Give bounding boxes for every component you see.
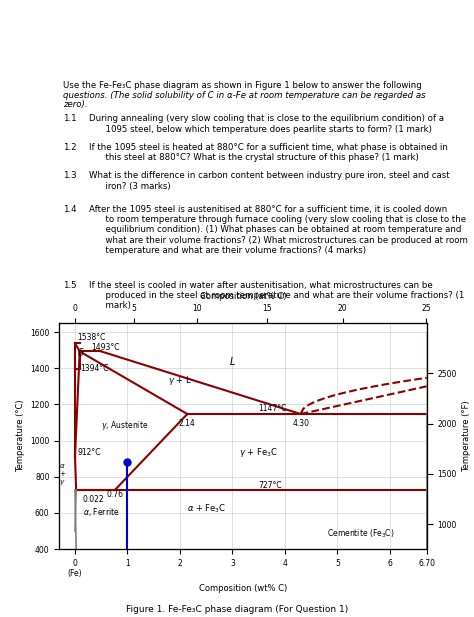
Text: $\alpha$, Ferrite: $\alpha$, Ferrite (83, 506, 119, 518)
Y-axis label: Temperature (°F): Temperature (°F) (462, 400, 471, 472)
Text: 1.4: 1.4 (63, 205, 76, 213)
Text: questions. (​​The solid solubility of C in α-Fe at room temperature can be regar: questions. (​​The solid solubility of C … (63, 91, 426, 100)
Text: After the 1095 steel is austenitised at 880°C for a sufficient time, it is coole: After the 1095 steel is austenitised at … (89, 205, 467, 255)
Text: zero​).: zero​). (63, 100, 88, 109)
Y-axis label: Temperature (°C): Temperature (°C) (16, 400, 25, 473)
Text: $\delta$: $\delta$ (77, 346, 84, 358)
Text: $\alpha$ + Fe$_3$C: $\alpha$ + Fe$_3$C (187, 502, 226, 515)
Text: $\gamma$ + Fe$_3$C: $\gamma$ + Fe$_3$C (239, 446, 278, 459)
Text: 1.2: 1.2 (63, 143, 76, 152)
Text: 1.5: 1.5 (63, 281, 76, 289)
Text: 1.3: 1.3 (63, 172, 76, 180)
Text: During annealing (very slow cooling that is close to the equilibrium condition) : During annealing (very slow cooling that… (89, 114, 444, 134)
Text: If the 1095 steel is heated at 880°C for a sufficient time, what phase is obtain: If the 1095 steel is heated at 880°C for… (89, 143, 447, 162)
Text: Cementite (Fe$_3$C): Cementite (Fe$_3$C) (327, 527, 394, 540)
Text: 727°C: 727°C (259, 481, 283, 490)
Text: What is the difference in carbon content between industry pure iron, steel and c: What is the difference in carbon content… (89, 172, 449, 191)
Text: 1538°C: 1538°C (78, 333, 106, 342)
Text: $\gamma$, Austenite: $\gamma$, Austenite (101, 419, 148, 432)
Text: 2.14: 2.14 (179, 419, 196, 428)
Text: L: L (230, 357, 235, 366)
Text: Figure 1. Fe-Fe₃C phase diagram (For Question 1): Figure 1. Fe-Fe₃C phase diagram (For Que… (126, 605, 348, 614)
X-axis label: Composition (wt% C): Composition (wt% C) (199, 584, 287, 593)
Text: 1147°C: 1147°C (259, 404, 287, 413)
Text: $\gamma$ + L: $\gamma$ + L (168, 374, 192, 387)
Text: 912°C: 912°C (78, 448, 101, 457)
Text: 0.022: 0.022 (83, 495, 104, 503)
Text: $\alpha$
+
$\gamma$: $\alpha$ + $\gamma$ (59, 462, 65, 487)
Text: 1394°C: 1394°C (80, 364, 109, 373)
Text: 1493°C: 1493°C (91, 342, 119, 352)
X-axis label: Composition (at% C): Composition (at% C) (200, 292, 286, 300)
Text: 4.30: 4.30 (292, 419, 309, 428)
Text: 0.76: 0.76 (106, 490, 123, 499)
Text: If the steel is cooled in water after austenitisation, what microstructures can : If the steel is cooled in water after au… (89, 281, 464, 310)
Text: 1.1: 1.1 (63, 114, 76, 123)
Text: Use the Fe-Fe₃C phase diagram as shown in Figure 1 below to answer the following: Use the Fe-Fe₃C phase diagram as shown i… (63, 81, 422, 90)
